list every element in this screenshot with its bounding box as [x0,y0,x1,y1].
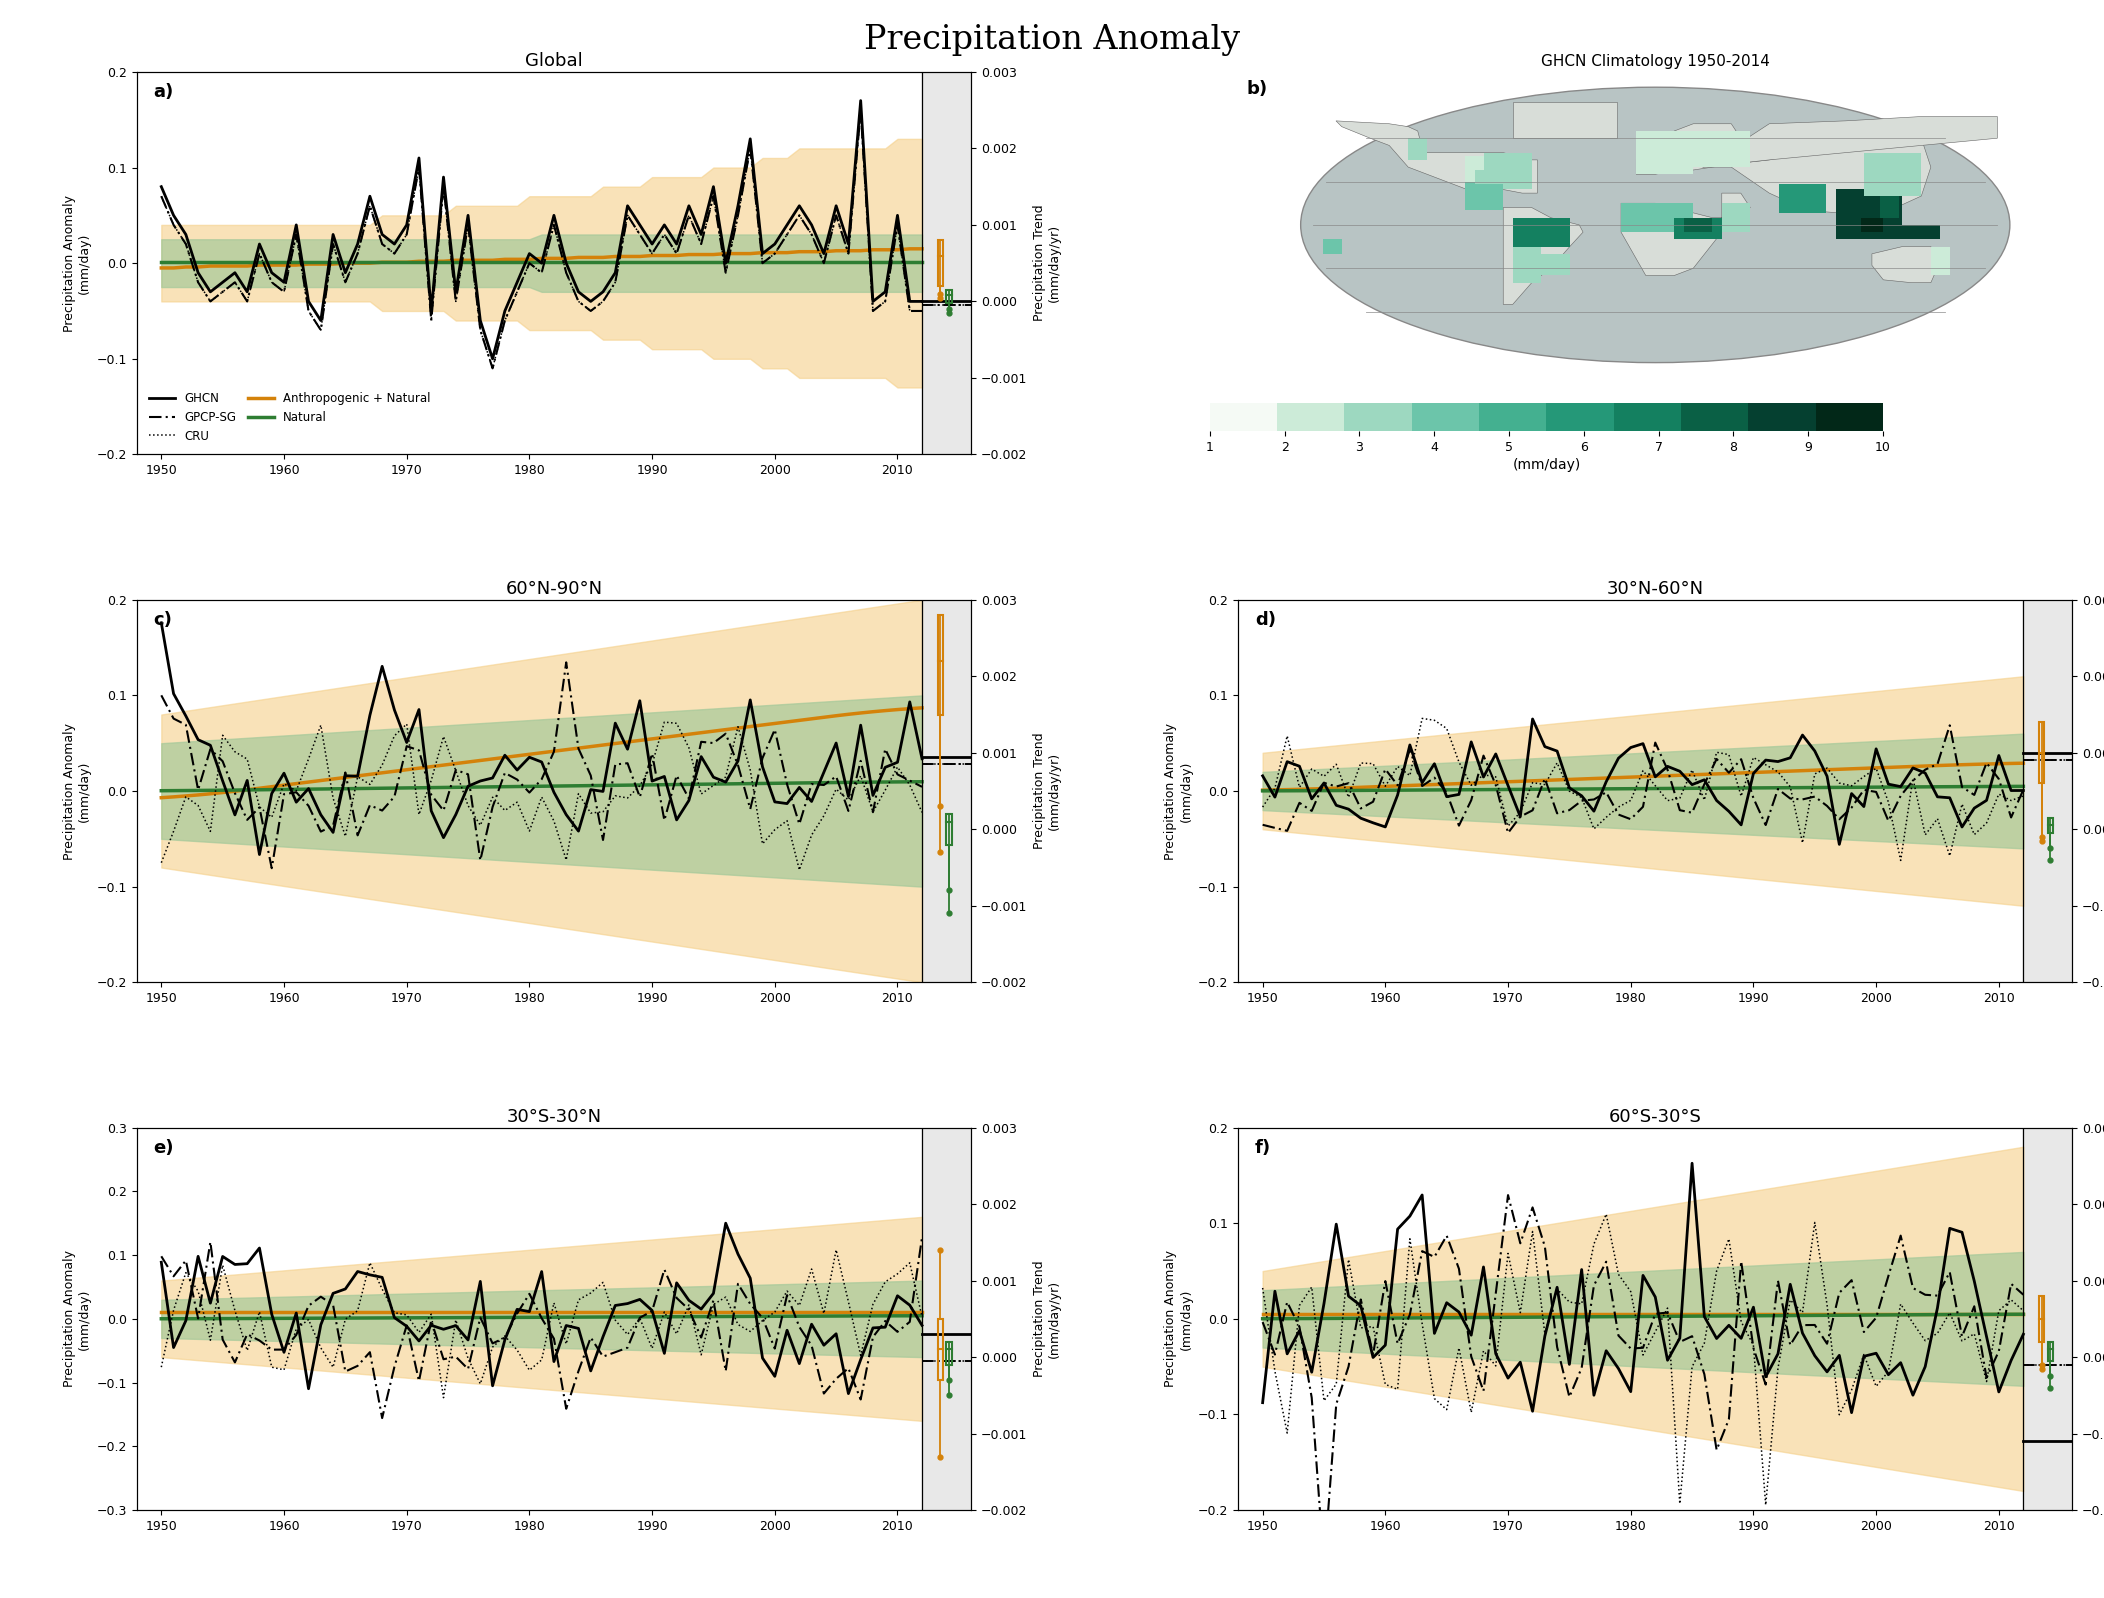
Bar [922,72,1033,454]
Polygon shape [1620,203,1694,232]
Bar [922,1128,1033,1510]
Polygon shape [1464,182,1502,211]
Polygon shape [1475,169,1502,184]
Polygon shape [1513,217,1570,246]
Title: GHCN Climatology 1950-2014: GHCN Climatology 1950-2014 [1540,54,1769,69]
Polygon shape [1637,123,1751,174]
Text: Precipitation Anomaly: Precipitation Anomaly [865,24,1239,56]
Bar [2024,599,2104,983]
X-axis label: (mm/day): (mm/day) [1513,459,1580,473]
Bar [947,1342,951,1365]
Bar [947,813,951,845]
Polygon shape [1702,117,1997,168]
Polygon shape [1694,131,1751,168]
Polygon shape [1864,153,1921,197]
Text: e): e) [154,1139,175,1157]
Bar [2047,1342,2054,1361]
Y-axis label: Precipitation Trend
(mm/day/yr): Precipitation Trend (mm/day/yr) [1033,733,1060,849]
Polygon shape [1837,189,1902,240]
Polygon shape [1513,246,1542,283]
Polygon shape [1721,203,1751,232]
Y-axis label: Precipitation Anomaly
(mm/day): Precipitation Anomaly (mm/day) [1164,1250,1193,1387]
Y-axis label: Precipitation Trend
(mm/day/yr): Precipitation Trend (mm/day/yr) [1033,1261,1060,1377]
Bar [938,240,943,286]
Ellipse shape [1300,88,2009,363]
Bar [2047,818,2054,833]
Title: Global: Global [526,53,583,70]
Polygon shape [1873,246,1940,283]
Bar [922,599,1033,983]
Text: b): b) [1246,80,1267,97]
Y-axis label: Precipitation Anomaly
(mm/day): Precipitation Anomaly (mm/day) [63,722,90,860]
Polygon shape [1502,208,1582,304]
Polygon shape [1902,225,1940,240]
Polygon shape [1336,121,1538,193]
Polygon shape [1879,197,1898,217]
Polygon shape [1702,131,1931,214]
Polygon shape [1408,137,1427,160]
Polygon shape [1513,102,1618,137]
Polygon shape [1778,184,1826,214]
Polygon shape [1323,240,1342,254]
Bar [938,615,943,714]
Text: a): a) [154,83,175,101]
Bar [938,1318,943,1381]
Title: 30°S-30°N: 30°S-30°N [507,1107,602,1127]
Title: 60°S-30°S: 60°S-30°S [1610,1107,1702,1127]
Polygon shape [1542,254,1570,275]
Title: 30°N-60°N: 30°N-60°N [1607,580,1704,598]
Y-axis label: Precipitation Anomaly
(mm/day): Precipitation Anomaly (mm/day) [63,1250,90,1387]
Y-axis label: Precipitation Trend
(mm/day/yr): Precipitation Trend (mm/day/yr) [1033,205,1060,321]
Text: d): d) [1254,612,1275,630]
Polygon shape [1675,217,1721,240]
Polygon shape [1931,246,1950,275]
Title: 60°N-90°N: 60°N-90°N [505,580,602,598]
Y-axis label: Precipitation Anomaly
(mm/day): Precipitation Anomaly (mm/day) [1164,722,1193,860]
Polygon shape [1483,153,1532,189]
Polygon shape [1860,217,1883,232]
Polygon shape [1464,155,1483,182]
Bar [2039,722,2045,783]
Text: f): f) [1254,1139,1271,1157]
Bar [2024,1128,2104,1510]
Polygon shape [1683,217,1713,232]
Text: c): c) [154,612,173,630]
Polygon shape [1637,131,1694,174]
Bar [947,289,951,304]
Polygon shape [1620,193,1751,275]
Bar [2039,1296,2045,1342]
Y-axis label: Precipitation Anomaly
(mm/day): Precipitation Anomaly (mm/day) [63,195,90,332]
Legend: GHCN, GPCP-SG, CRU, Anthropogenic + Natural, Natural: GHCN, GPCP-SG, CRU, Anthropogenic + Natu… [143,385,438,449]
